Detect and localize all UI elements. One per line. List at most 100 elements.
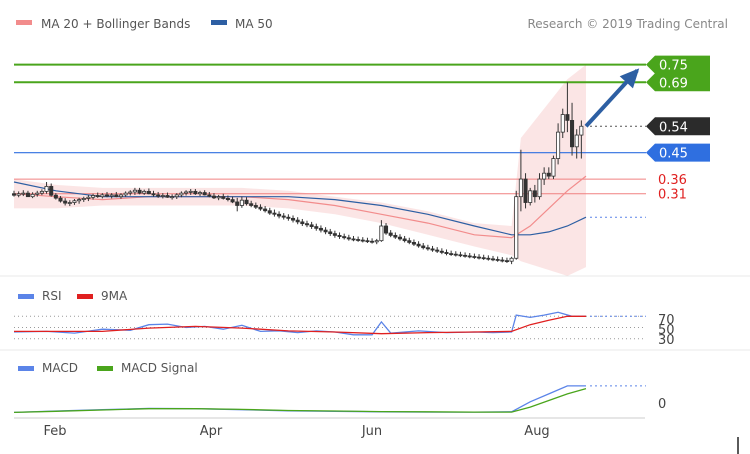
rsi-level-label: 50	[658, 323, 675, 338]
candle	[137, 187, 142, 195]
legend-swatch-rsi	[18, 294, 34, 299]
candle	[81, 196, 86, 202]
candle	[53, 193, 58, 200]
candle	[188, 189, 193, 195]
candle	[337, 232, 342, 239]
candle	[216, 194, 221, 201]
candle	[323, 227, 328, 235]
candle	[356, 236, 361, 242]
candle	[463, 252, 468, 258]
candle	[574, 129, 579, 159]
forecast-arrow-group	[584, 68, 640, 128]
candle	[202, 190, 207, 196]
candle	[30, 192, 35, 199]
candle	[309, 221, 314, 229]
candle	[384, 223, 389, 235]
candle	[44, 182, 49, 194]
candle	[174, 193, 179, 200]
candle	[49, 183, 54, 197]
candle	[500, 257, 505, 263]
candle	[402, 235, 407, 243]
candle	[556, 123, 561, 165]
candle	[179, 191, 184, 198]
candle	[11, 190, 17, 197]
candle	[281, 213, 286, 220]
candle	[332, 230, 337, 238]
candle	[239, 196, 244, 208]
candle	[365, 237, 370, 244]
candle	[495, 256, 500, 262]
candle	[379, 220, 384, 242]
candle	[504, 257, 509, 263]
moving-averages-group	[13, 175, 587, 239]
price-levels-group: 0.75 0.69 0.54 0.45 0.360.31	[14, 55, 710, 218]
x-tick-label: Aug	[524, 424, 549, 439]
candle	[542, 167, 547, 185]
candle	[244, 197, 249, 206]
candle	[25, 190, 30, 198]
candle	[388, 230, 393, 238]
candle	[184, 190, 189, 196]
candle	[146, 188, 151, 195]
x-tick-label: Apr	[200, 424, 223, 439]
bollinger-band	[14, 64, 586, 276]
candle	[346, 234, 351, 241]
candle	[207, 191, 212, 198]
level-label: 0.36	[658, 173, 687, 188]
macd-group	[13, 385, 646, 414]
candle	[128, 190, 133, 196]
candle	[16, 191, 21, 198]
candle	[258, 204, 263, 211]
candle	[523, 173, 528, 209]
candle	[453, 251, 458, 257]
candle	[86, 195, 91, 202]
candle	[472, 253, 477, 259]
level-badge-label: 0.54	[659, 120, 688, 135]
legend-label-rsi: RSI	[42, 289, 62, 303]
candle	[430, 245, 435, 252]
legend-swatch-9ma	[77, 294, 93, 299]
rsi-level-label: 30	[658, 333, 675, 348]
candle	[314, 223, 319, 231]
candle	[95, 192, 100, 198]
candle	[532, 184, 537, 203]
candle	[528, 187, 533, 206]
macd-zero-label: 0	[658, 397, 666, 412]
candle	[397, 234, 403, 241]
legend-label-9ma: 9MA	[101, 289, 128, 303]
candle	[160, 193, 165, 199]
candle	[579, 120, 584, 159]
candle	[342, 233, 347, 240]
candle	[360, 237, 365, 243]
x-tick-label: Feb	[43, 424, 66, 439]
candle	[509, 256, 514, 265]
level-badge-label: 0.75	[659, 59, 688, 74]
candle	[211, 193, 216, 200]
bollinger-band-group	[14, 64, 586, 276]
candle	[490, 255, 496, 262]
candle	[114, 191, 119, 198]
candle	[156, 191, 161, 198]
candle	[230, 196, 235, 204]
candle	[449, 250, 454, 256]
level-badge	[646, 55, 710, 74]
candle	[225, 195, 230, 202]
candle	[374, 238, 379, 245]
candle	[132, 187, 137, 195]
legend-label-ma50: MA 50	[235, 17, 273, 31]
candle	[165, 192, 170, 198]
candle	[193, 189, 198, 195]
candle	[560, 108, 565, 138]
legend-swatch-ma50	[211, 20, 227, 25]
candle	[444, 249, 449, 256]
candle	[277, 211, 282, 219]
candle	[514, 190, 519, 260]
candle	[458, 251, 463, 258]
level-badge	[646, 143, 710, 162]
candle	[425, 244, 430, 251]
candle	[416, 241, 421, 248]
candle	[267, 207, 272, 215]
candle	[109, 193, 114, 199]
candle	[551, 155, 556, 180]
candle	[481, 254, 486, 261]
